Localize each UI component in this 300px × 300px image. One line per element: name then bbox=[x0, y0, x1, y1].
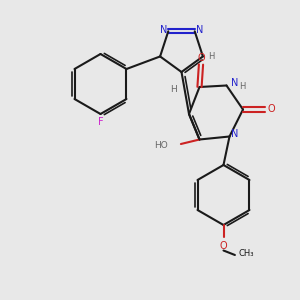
Text: H: H bbox=[208, 52, 214, 61]
Text: N: N bbox=[231, 77, 239, 88]
Text: CH₃: CH₃ bbox=[238, 249, 254, 258]
Text: F: F bbox=[98, 117, 103, 128]
Text: O: O bbox=[220, 241, 227, 251]
Text: H: H bbox=[170, 85, 177, 94]
Text: H: H bbox=[239, 82, 245, 91]
Text: HO: HO bbox=[154, 141, 167, 150]
Text: N: N bbox=[231, 129, 239, 139]
Text: N: N bbox=[196, 25, 203, 35]
Text: O: O bbox=[197, 53, 205, 63]
Text: N: N bbox=[160, 25, 167, 35]
Text: O: O bbox=[267, 104, 275, 115]
